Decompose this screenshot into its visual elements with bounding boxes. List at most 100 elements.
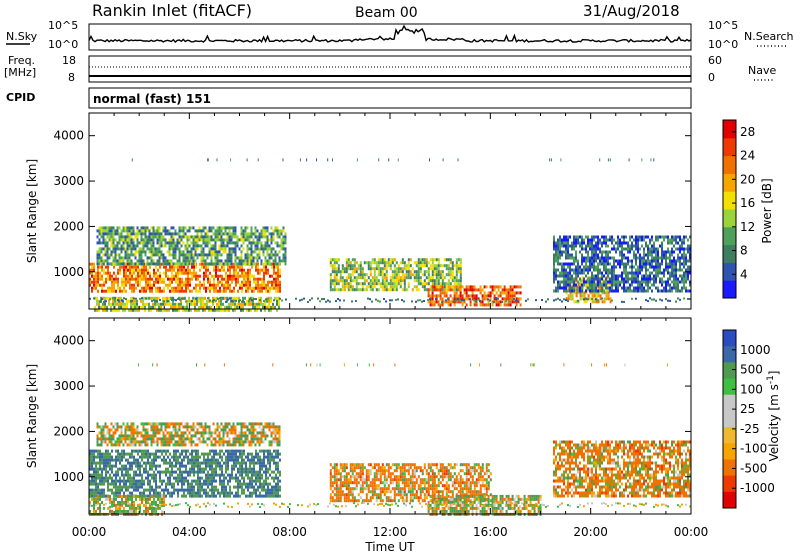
heatmap-cell (228, 226, 231, 230)
heatmap-cell (105, 467, 107, 471)
heatmap-cell (581, 291, 584, 295)
heatmap-cell (487, 303, 490, 307)
heatmap-cell (158, 259, 161, 263)
heatmap-cell (217, 452, 219, 456)
heatmap-cell (511, 297, 514, 301)
heatmap-cell (585, 244, 587, 248)
heatmap-cell (150, 226, 153, 230)
heatmap-cell (467, 297, 470, 301)
heatmap-cell (260, 299, 262, 303)
heatmap-cell (241, 488, 243, 492)
heatmap-cell (198, 229, 201, 233)
heatmap-cell (573, 286, 575, 290)
heatmap-cell (193, 470, 195, 474)
heatmap-cell (239, 449, 241, 453)
heatmap-cell (619, 259, 621, 263)
heatmap-cell (250, 262, 253, 266)
heatmap-cell (641, 244, 643, 248)
heatmap-cell (603, 238, 605, 242)
heatmap-cell (493, 300, 495, 303)
heatmap-cell (675, 280, 677, 284)
heatmap-cell (99, 491, 101, 495)
heatmap-cell (341, 276, 344, 280)
heatmap-cell (617, 286, 619, 290)
heatmap-cell (222, 232, 225, 236)
heatmap-cell (276, 296, 278, 300)
heatmap-cell (629, 271, 631, 275)
heatmap-cell (194, 235, 197, 239)
heatmap-cell (605, 241, 607, 245)
heatmap-cell (114, 299, 116, 303)
heatmap-cell (223, 479, 225, 483)
heatmap-cell (128, 256, 131, 260)
heatmap-cell (182, 305, 184, 309)
heatmap-cell (131, 271, 133, 275)
heatmap-cell (681, 274, 683, 278)
heatmap-cell (246, 256, 249, 260)
heatmap-cell (589, 238, 591, 242)
heatmap-cell (259, 268, 261, 272)
heatmap-cell (236, 256, 239, 260)
heatmap-cell (617, 238, 619, 242)
heatmap-cell (641, 280, 643, 284)
heatmap-cell (475, 300, 477, 303)
heatmap-cell (206, 256, 209, 260)
heatmap-cell (449, 270, 452, 274)
heatmap-cell (597, 247, 599, 251)
heatmap-cell (353, 264, 356, 268)
heatmap-cell (95, 464, 97, 468)
heatmap-cell (215, 461, 217, 465)
heatmap-cell (177, 458, 179, 462)
heatmap-cell (249, 271, 251, 275)
heatmap-cell (141, 485, 143, 489)
heatmap-cell (130, 226, 133, 230)
heatmap-cell (266, 244, 269, 248)
heatmap-cell (130, 229, 133, 233)
heatmap-cell (143, 455, 145, 459)
heatmap-cell (215, 286, 217, 290)
heatmap-cell (191, 277, 193, 281)
heatmap-cell (215, 485, 217, 489)
heatmap-cell (455, 285, 458, 289)
heatmap-cell (228, 247, 231, 251)
heatmap-cell (195, 297, 197, 300)
heatmap-cell (151, 452, 153, 456)
heatmap-cell (107, 277, 109, 281)
heatmap-cell (385, 300, 387, 303)
heatmap-cell (607, 268, 609, 272)
heatmap-cell (98, 229, 101, 233)
heatmap-cell (222, 262, 225, 266)
heatmap-cell (122, 256, 125, 260)
heatmap-cell (190, 308, 192, 312)
heatmap-cell (153, 458, 155, 462)
heatmap-cell (647, 244, 649, 248)
heatmap-cell (268, 299, 270, 303)
heatmap-cell (669, 271, 671, 275)
heatmap-cell (593, 253, 595, 257)
heatmap-cell (207, 277, 209, 281)
heatmap-cell (98, 247, 101, 251)
heatmap-cell (89, 449, 91, 453)
heatmap-cell (681, 241, 683, 245)
heatmap-cell (137, 464, 139, 468)
heatmap-cell (244, 296, 246, 300)
heatmap-cell (431, 276, 434, 280)
heatmap-cell (159, 464, 161, 468)
heatmap-cell (373, 276, 376, 280)
heatmap-cell (583, 241, 585, 245)
heatmap-cell (217, 265, 219, 269)
heatmap-cell (177, 277, 179, 281)
heatmap-cell (617, 241, 619, 245)
heatmap-cell (194, 305, 196, 309)
heatmap-cell (323, 298, 325, 300)
heatmap-cell (689, 280, 691, 284)
heatmap-cell (559, 238, 561, 242)
heatmap-cell (197, 470, 199, 474)
heatmap-cell (257, 289, 259, 293)
heatmap-cell (96, 241, 99, 245)
heatmap-cell (603, 268, 605, 272)
heatmap-cell (165, 482, 167, 486)
heatmap-cell (89, 277, 91, 281)
heatmap-cell (389, 279, 392, 283)
heatmap-cell (247, 289, 249, 293)
